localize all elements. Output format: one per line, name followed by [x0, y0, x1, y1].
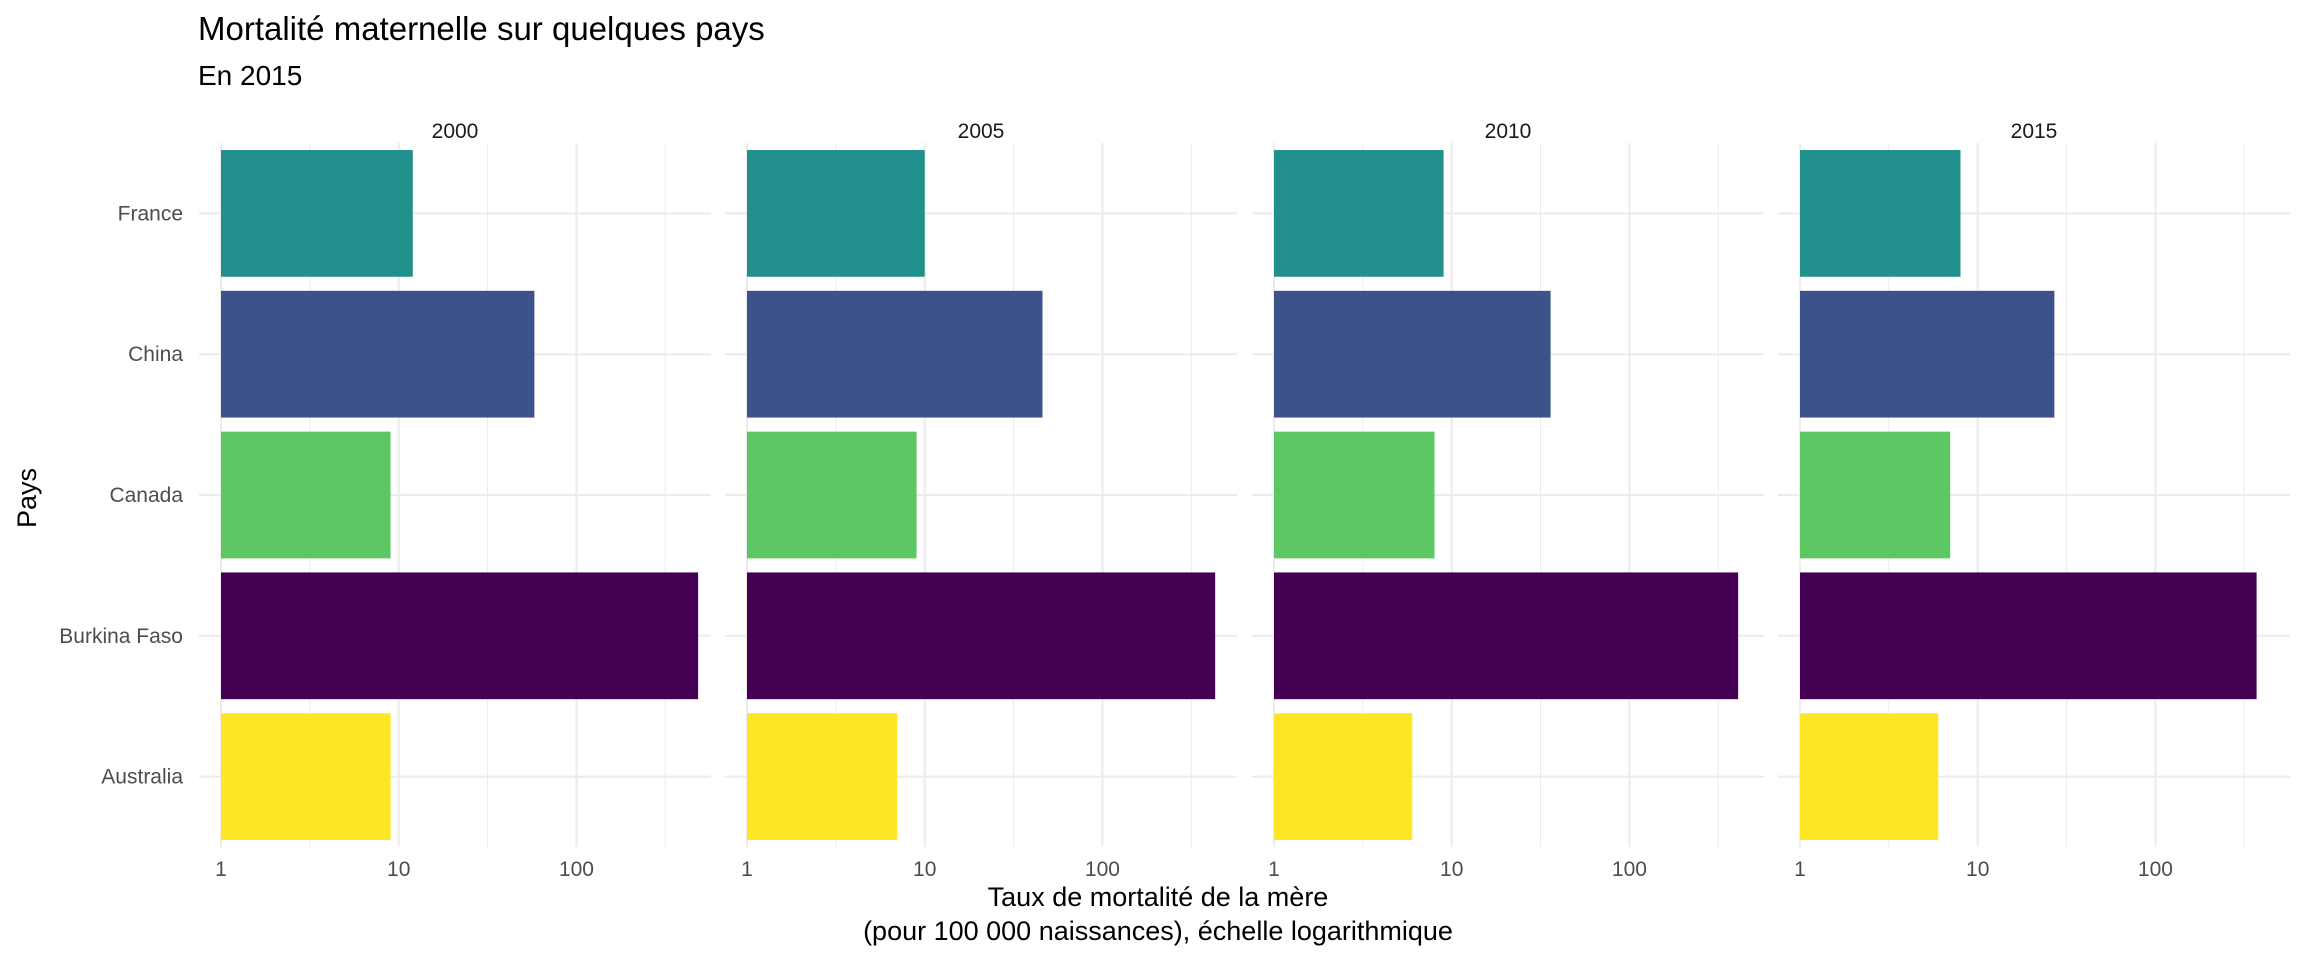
facet-panel-2000: 2000 1 10 100 [199, 120, 711, 881]
bar-france-2005 [747, 150, 925, 277]
x-axis-title-line2: (pour 100 000 naissances), échelle logar… [863, 916, 1453, 946]
x-tick-label: 10 [1966, 858, 1989, 881]
bar-france-2015 [1800, 150, 1961, 277]
y-axis-tick-labels: France China Canada Burkina Faso Australia [59, 202, 183, 788]
facet-strip-label: 2005 [958, 120, 1005, 143]
facet-strip-label: 2015 [2011, 120, 2058, 143]
bar-china-2015 [1800, 290, 2055, 418]
facet-strip-label: 2010 [1485, 120, 1532, 143]
x-tick-label: 100 [2138, 858, 2173, 881]
x-tick-label: 100 [1085, 858, 1120, 881]
y-tick-label: Burkina Faso [59, 625, 183, 648]
x-tick-label: 1 [1268, 858, 1280, 881]
bar-china-2010 [1274, 290, 1551, 418]
chart-title: Mortalité maternelle sur quelques pays [198, 10, 765, 47]
bar-canada-2015 [1800, 431, 1951, 559]
y-tick-label: Canada [109, 484, 183, 507]
bar-australia-2015 [1800, 713, 1939, 840]
x-axis-title-line1: Taux de mortalité de la mère [988, 882, 1329, 912]
bar-burkina-faso-2005 [747, 572, 1216, 700]
facet-strip-label: 2000 [432, 120, 479, 143]
x-tick-label: 100 [1612, 858, 1647, 881]
bar-burkina-faso-2000 [221, 572, 699, 700]
bar-france-2000 [221, 150, 413, 277]
bar-australia-2005 [747, 713, 898, 840]
y-tick-label: France [118, 202, 183, 225]
bar-burkina-faso-2015 [1800, 572, 2257, 700]
x-tick-label: 100 [559, 858, 594, 881]
bar-france-2010 [1274, 150, 1444, 277]
bar-canada-2010 [1274, 431, 1435, 559]
bar-australia-2010 [1274, 713, 1413, 840]
bar-canada-2000 [221, 431, 391, 559]
facet-panel-2005: 2005 1 10 100 [725, 120, 1237, 881]
facet-panel-2015: 2015 1 10 100 [1778, 120, 2290, 881]
y-tick-label: Australia [101, 766, 183, 789]
y-axis-title: Pays [12, 468, 42, 528]
y-tick-label: China [128, 343, 183, 366]
x-tick-label: 10 [913, 858, 936, 881]
bar-australia-2000 [221, 713, 391, 840]
x-tick-label: 1 [215, 858, 227, 881]
bar-china-2000 [221, 290, 535, 418]
x-tick-label: 1 [741, 858, 753, 881]
facet-panel-2010: 2010 1 10 100 [1252, 120, 1764, 881]
x-tick-label: 1 [1794, 858, 1806, 881]
bar-burkina-faso-2010 [1274, 572, 1739, 700]
chart-subtitle: En 2015 [198, 60, 302, 91]
facet-panels: 2000 1 10 100 2005 1 10 100 2010 1 10 100 2015 1 10 100 [199, 120, 2290, 881]
x-tick-label: 10 [387, 858, 410, 881]
bar-china-2005 [747, 290, 1043, 418]
x-tick-label: 10 [1440, 858, 1463, 881]
bar-canada-2005 [747, 431, 917, 559]
